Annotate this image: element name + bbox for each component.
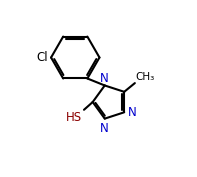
- Text: CH₃: CH₃: [136, 72, 155, 82]
- Text: Cl: Cl: [37, 51, 48, 64]
- Text: N: N: [99, 72, 108, 85]
- Text: N: N: [128, 106, 137, 119]
- Text: N: N: [100, 122, 109, 135]
- Text: HS: HS: [66, 111, 82, 124]
